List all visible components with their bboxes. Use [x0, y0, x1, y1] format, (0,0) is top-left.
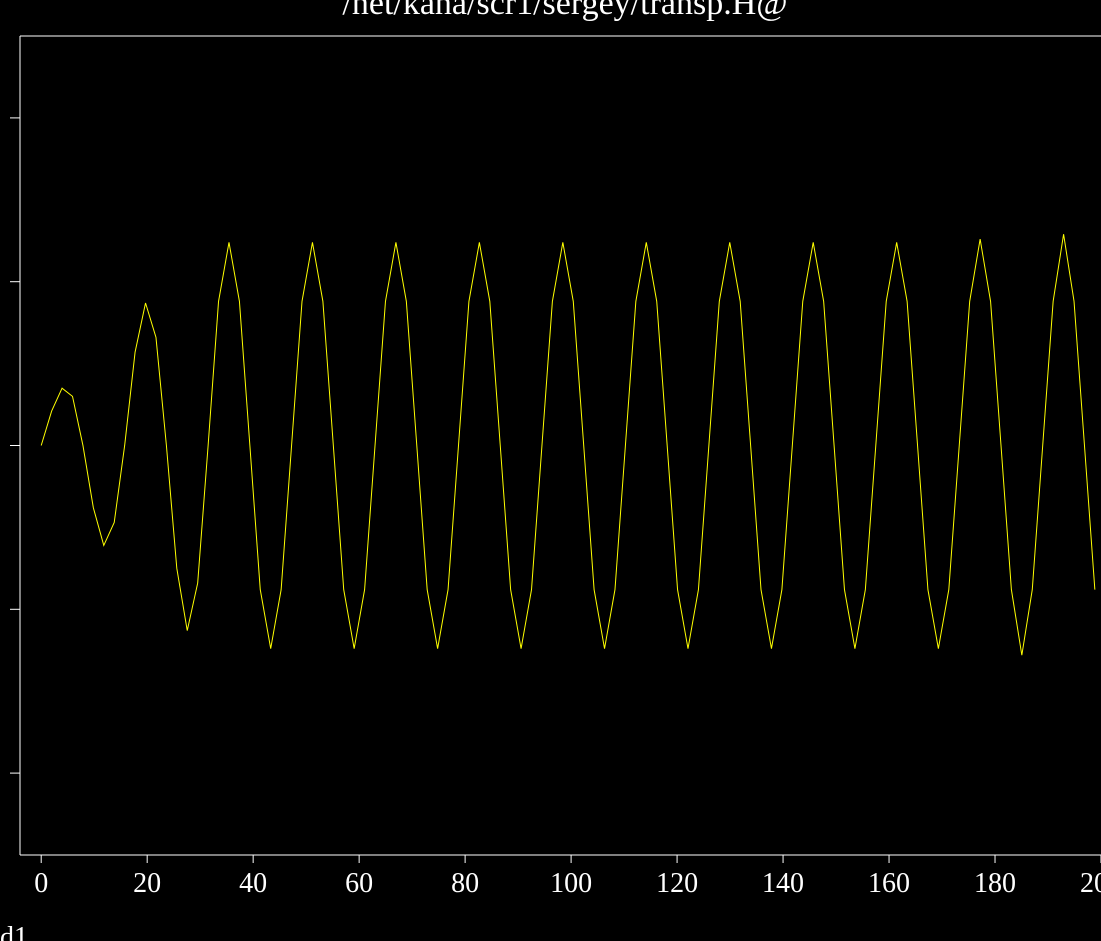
data-line [40, 234, 1096, 656]
chart-title: /net/kana/scr1/sergey/transp.H@ [342, 0, 787, 22]
x-tick-label: 160 [868, 868, 910, 899]
x-tick-label: 100 [550, 868, 592, 899]
x-tick-label: 40 [239, 868, 267, 899]
x-tick-label: 80 [451, 868, 479, 899]
x-tick-label: 20 [133, 868, 161, 899]
x-tick-label: 120 [656, 868, 698, 899]
x-tick-label: 0 [34, 868, 48, 899]
x-axis-label: d1 [0, 922, 28, 941]
x-tick-label: 60 [345, 868, 373, 899]
x-tick-label: 180 [974, 868, 1016, 899]
x-tick-label: 140 [762, 868, 804, 899]
x-tick-label: 200 [1080, 868, 1101, 899]
